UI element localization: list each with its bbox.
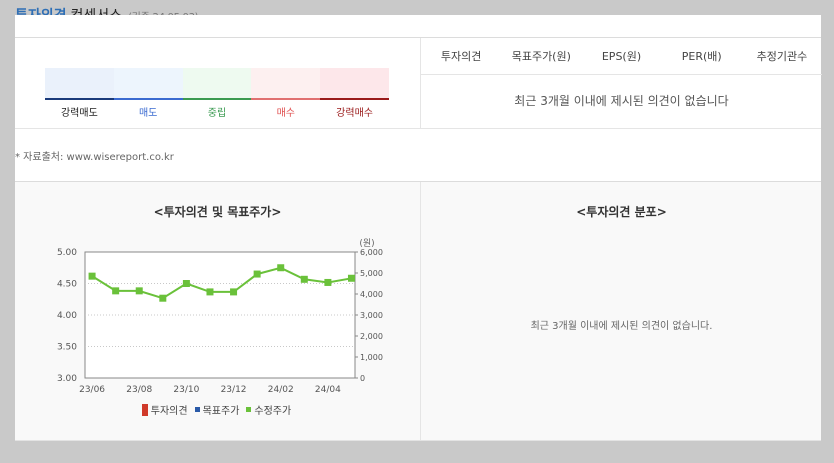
x-axis-tick-label: 24/04	[315, 385, 341, 395]
opinion-scale-cell	[113, 68, 183, 100]
series-point	[182, 280, 190, 287]
table-header-cell[interactable]: 투자의견	[440, 50, 482, 63]
series-point	[112, 287, 120, 295]
opinion-scale-label: 매수	[276, 108, 295, 119]
table-header-cell[interactable]: PER(배)	[681, 50, 722, 63]
legend-label[interactable]: 목표주가	[202, 406, 240, 417]
opinion-scale-label: 매도	[138, 108, 158, 119]
opinion-scale-cell	[320, 68, 389, 100]
opinion-target-chart: 5.00 4.50 4.00 3.50 3.00 6,000 5,000 4,000 3,000…	[57, 238, 383, 395]
legend-label[interactable]: 수정주가	[254, 406, 292, 417]
series-point	[277, 264, 285, 272]
series-point	[159, 294, 167, 302]
distribution-no-data-message: 최근 3개월 이내에 제시된 의견이 없습니다.	[530, 321, 713, 332]
table-header-cell[interactable]: 목표주가(원)	[511, 50, 571, 63]
opinion-distribution-title: <투자의견 분포>	[576, 205, 667, 219]
right-axis-tick-label: 4,000	[360, 290, 383, 299]
opinion-distribution-panel: <투자의견 분포> 최근 3개월 이내에 제시된 의견이 없습니다.	[420, 182, 822, 440]
right-axis-tick-label: 0	[360, 374, 365, 383]
series-point	[347, 274, 355, 282]
x-axis-tick-label: 23/06	[79, 385, 105, 395]
right-axis-tick-label: 6,000	[360, 248, 383, 257]
table-no-data-message: 최근 3개월 이내에 제시된 의견이 없습니다	[514, 94, 729, 108]
series-point	[230, 288, 238, 296]
x-axis-tick-label: 23/08	[126, 385, 152, 395]
series-point	[324, 278, 332, 286]
opinion-scale-cell	[182, 68, 252, 100]
consensus-summary: 강력매도 매도 중립 매수 강력매수 투자의견 목표주가(원) EPS(원) PER(배) 추정…	[15, 37, 822, 129]
series-point	[135, 287, 143, 295]
right-axis-tick-label: 1,000	[360, 353, 383, 362]
legend-swatch	[141, 403, 148, 416]
opinion-scale-label: 중립	[207, 108, 227, 119]
left-axis-tick-label: 3.50	[57, 343, 77, 353]
opinion-target-title: <투자의견 및 목표주가>	[153, 205, 282, 219]
table-header-cell[interactable]: 추정기관수	[756, 50, 808, 63]
series-point	[253, 270, 261, 278]
legend-label[interactable]: 투자의견	[150, 406, 188, 417]
left-axis-tick-label: 3.00	[57, 374, 77, 384]
legend-swatch	[194, 407, 200, 412]
opinion-scale-label: 강력매도	[60, 108, 98, 119]
opinion-scale-label: 강력매수	[336, 108, 373, 119]
series-point	[300, 275, 308, 283]
series-point	[206, 288, 214, 296]
left-axis-tick-label: 4.00	[57, 311, 77, 321]
x-axis-tick-label: 24/02	[268, 385, 294, 395]
opinion-scale-labels: 강력매도 매도 중립 매수 강력매수	[45, 104, 389, 119]
legend-swatch	[246, 407, 252, 412]
data-source: * 자료출처: www.wisereport.co.kr	[15, 152, 174, 163]
opinion-scale-bar	[45, 68, 389, 100]
consensus-table: 투자의견 목표주가(원) EPS(원) PER(배) 추정기관수 최근 3개월 이내에 …	[420, 38, 822, 128]
opinion-scale: 강력매도 매도 중립 매수 강력매수	[45, 68, 389, 119]
series-line	[91, 266, 352, 300]
left-axis-tick-label: 5.00	[57, 248, 77, 258]
right-axis-tick-label: 3,000	[360, 311, 383, 320]
charts-row: <투자의견 및 목표주가> 5.00 4.50 4.00 3.50 3.00 6,000 5…	[15, 181, 821, 440]
chart-legend: 투자의견 목표주가 수정주가	[15, 402, 420, 417]
x-axis-tick-label: 23/12	[221, 385, 247, 395]
right-axis-unit: (원)	[359, 238, 374, 249]
opinion-target-panel: <투자의견 및 목표주가> 5.00 4.50 4.00 3.50 3.00 6,000 5…	[15, 182, 420, 440]
left-axis-tick-label: 4.50	[57, 280, 77, 290]
opinion-scale-cell	[45, 68, 114, 100]
opinion-scale-cell	[251, 68, 321, 100]
series-point	[88, 272, 96, 280]
table-header-row: 투자의견 목표주가(원) EPS(원) PER(배) 추정기관수	[421, 38, 822, 75]
x-axis-tick-label: 23/10	[173, 385, 199, 395]
table-header-cell[interactable]: EPS(원)	[601, 50, 642, 63]
right-axis-tick-label: 5,000	[360, 269, 383, 278]
right-axis-tick-label: 2,000	[360, 332, 383, 341]
